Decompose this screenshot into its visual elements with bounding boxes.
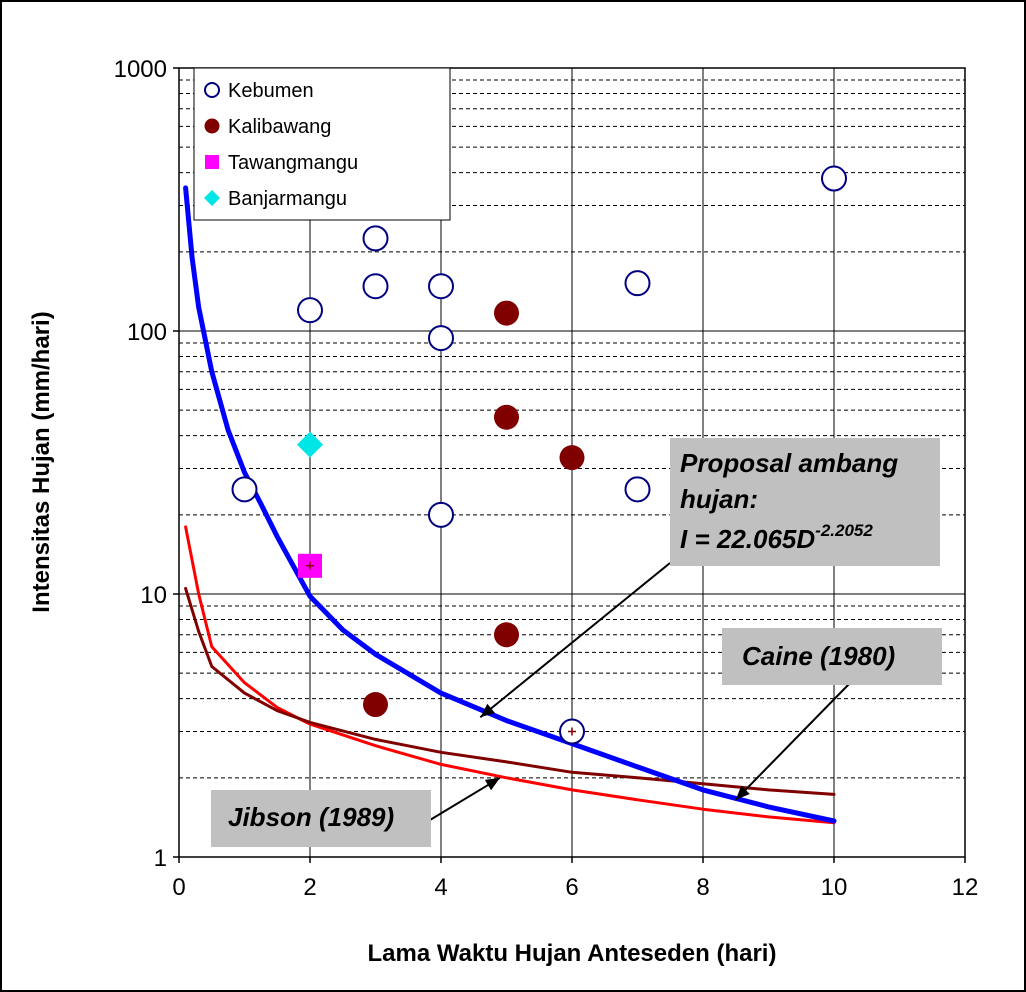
- legend: Kebumen Kalibawang Tawangmangu Banjarman…: [193, 67, 451, 221]
- arrowhead-proposal: [480, 703, 495, 718]
- point-kalibawang: [363, 692, 388, 718]
- arrowhead-jibson: [484, 777, 500, 791]
- curve-caine: [184, 586, 836, 796]
- annotation-jibson: Jibson (1989): [211, 776, 501, 847]
- legend-label-banjarmangu: Banjarmangu: [228, 188, 347, 210]
- arrow-proposal: [479, 562, 671, 718]
- point-kebumen: [297, 297, 323, 324]
- legend-label-kebumen: Kebumen: [228, 80, 314, 102]
- annotation-box-proposal: [670, 438, 940, 566]
- point-kebumen: [428, 325, 454, 352]
- point-kebumen: [231, 476, 258, 503]
- annotation-text-proposal-line1: Proposal ambang: [680, 448, 898, 478]
- legend-marker-kebumen: [204, 82, 220, 98]
- annotation-proposal: Proposal ambang hujan: I = 22.065D-2.205…: [479, 438, 940, 718]
- curve-jibson: [184, 525, 836, 825]
- point-kebumen: [362, 225, 389, 252]
- point-kalibawang: [494, 404, 519, 430]
- y-tick-label: 1000: [114, 56, 167, 83]
- legend-label-tawangmangu: Tawangmangu: [228, 152, 358, 174]
- arrowhead-caine: [735, 785, 750, 800]
- annotation-box-jibson: [211, 790, 431, 847]
- point-kalibawang: [559, 445, 585, 471]
- x-tick-label: 0: [172, 874, 185, 901]
- threshold-curves: [183, 185, 837, 825]
- x-tick-label: 8: [696, 874, 709, 901]
- x-tick-label: 6: [565, 874, 578, 901]
- x-tick-label: 10: [821, 874, 848, 901]
- legend-label-kalibawang: Kalibawang: [228, 116, 331, 138]
- y-tick-label: 10: [140, 582, 167, 609]
- y-tick-label: 1: [154, 845, 167, 872]
- annotation-text-proposal-line2: hujan:: [680, 484, 758, 514]
- point-kalibawang: [494, 622, 519, 648]
- y-tick-label: 100: [127, 319, 167, 346]
- cross-marker: [306, 561, 314, 570]
- annotation-caine: Caine (1980): [722, 628, 942, 801]
- annotation-formula: I = 22.065D-2.2052: [680, 521, 873, 554]
- point-kebumen: [428, 273, 454, 300]
- point-kebumen: [362, 273, 389, 300]
- legend-marker-kalibawang: [204, 118, 220, 134]
- annotation-formula-main: I = 22.065D: [680, 524, 815, 554]
- cross-marker: [568, 727, 576, 736]
- x-tick-label: 4: [434, 874, 447, 901]
- data-points: [231, 165, 847, 745]
- point-kebumen: [624, 270, 651, 297]
- point-kebumen: [821, 165, 847, 192]
- annotation-box-caine: [722, 628, 942, 685]
- legend-marker-banjarmangu: [204, 190, 220, 206]
- x-tick-label: 2: [303, 874, 316, 901]
- tick-labels: 0 2 4 6 8 10 12 1 10 100 1000: [114, 56, 979, 901]
- point-kebumen: [428, 501, 454, 528]
- legend-box: [193, 67, 451, 221]
- x-tick-label: 12: [952, 874, 979, 901]
- point-kalibawang: [494, 300, 519, 326]
- y-axis-title: Intensitas Hujan (mm/hari): [28, 311, 55, 612]
- annotation-formula-exponent: -2.2052: [815, 521, 873, 540]
- arrow-caine: [735, 682, 851, 801]
- point-kebumen: [624, 476, 651, 503]
- legend-marker-tawangmangu: [205, 155, 219, 169]
- x-axis-title: Lama Waktu Hujan Anteseden (hari): [368, 940, 777, 967]
- curve-proposal: [183, 185, 837, 824]
- annotation-text-jibson: Jibson (1989): [228, 802, 394, 832]
- annotation-text-caine: Caine (1980): [742, 641, 895, 671]
- point-banjarmangu: [297, 431, 323, 458]
